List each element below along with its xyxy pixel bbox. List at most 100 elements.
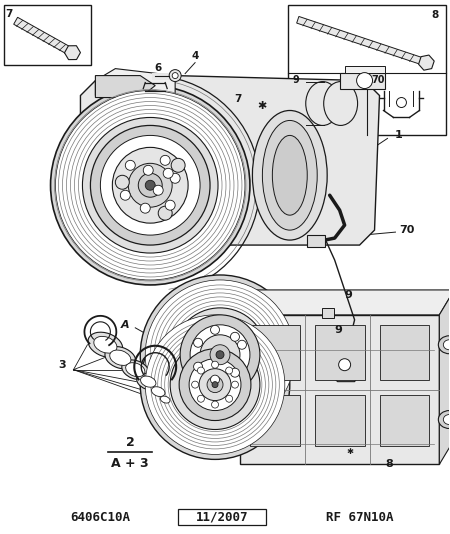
Text: 7: 7 [234, 93, 242, 104]
Polygon shape [81, 76, 379, 255]
Circle shape [125, 160, 135, 170]
Text: ✱: ✱ [257, 100, 266, 111]
Circle shape [172, 73, 178, 78]
Text: 4: 4 [191, 51, 199, 61]
Ellipse shape [88, 332, 123, 357]
Circle shape [169, 69, 181, 82]
Circle shape [207, 376, 223, 392]
Ellipse shape [122, 360, 149, 380]
Bar [178, 509, 266, 525]
Circle shape [170, 174, 180, 183]
Text: 11/2007: 11/2007 [196, 511, 248, 524]
Circle shape [128, 163, 172, 207]
Circle shape [230, 368, 239, 377]
Text: 9: 9 [335, 325, 342, 335]
Polygon shape [439, 290, 450, 465]
Ellipse shape [272, 136, 307, 215]
Circle shape [210, 345, 230, 365]
Circle shape [356, 73, 373, 89]
Text: 3: 3 [58, 360, 66, 370]
Bar [307, 235, 325, 247]
Bar [379, 395, 429, 446]
Circle shape [200, 335, 240, 375]
Circle shape [230, 332, 239, 341]
Circle shape [145, 280, 295, 429]
Bar [250, 325, 300, 380]
Polygon shape [240, 290, 450, 315]
Circle shape [194, 362, 202, 371]
Polygon shape [297, 17, 428, 66]
Bar [315, 325, 364, 380]
Circle shape [160, 155, 170, 166]
Ellipse shape [140, 376, 156, 387]
Circle shape [225, 367, 233, 374]
Polygon shape [95, 68, 175, 96]
Bar [315, 395, 364, 446]
Circle shape [153, 185, 163, 195]
Circle shape [140, 275, 300, 435]
Circle shape [198, 367, 204, 374]
Circle shape [396, 98, 406, 107]
Circle shape [231, 381, 239, 388]
Ellipse shape [324, 82, 358, 125]
Circle shape [55, 91, 245, 280]
Text: ✱: ✱ [346, 447, 353, 456]
Circle shape [165, 200, 175, 210]
Circle shape [145, 180, 155, 190]
Circle shape [199, 368, 231, 400]
Polygon shape [418, 55, 434, 70]
Ellipse shape [306, 82, 340, 125]
Circle shape [216, 351, 224, 359]
Circle shape [50, 85, 250, 285]
Circle shape [238, 340, 247, 349]
Ellipse shape [160, 396, 170, 403]
Text: RF 67N10A: RF 67N10A [326, 511, 393, 524]
Circle shape [180, 315, 260, 395]
Polygon shape [64, 46, 81, 60]
Ellipse shape [152, 387, 165, 397]
Ellipse shape [148, 384, 168, 398]
Circle shape [163, 168, 173, 178]
Circle shape [212, 382, 218, 388]
Text: 8: 8 [431, 10, 438, 20]
Circle shape [189, 359, 241, 411]
Bar [250, 395, 300, 446]
Ellipse shape [438, 411, 450, 428]
Circle shape [140, 203, 150, 213]
Circle shape [140, 310, 290, 459]
Ellipse shape [262, 121, 317, 230]
Circle shape [100, 136, 200, 235]
Circle shape [179, 349, 251, 420]
Bar [322, 308, 333, 318]
Text: 6406C10A: 6406C10A [70, 511, 130, 524]
Circle shape [225, 395, 233, 402]
Circle shape [211, 325, 220, 334]
Circle shape [115, 175, 129, 189]
Text: 7: 7 [6, 9, 13, 19]
Polygon shape [330, 350, 360, 382]
Circle shape [190, 325, 250, 384]
Circle shape [211, 375, 220, 384]
Text: 70: 70 [400, 225, 415, 235]
Polygon shape [95, 76, 155, 98]
Text: 70: 70 [372, 75, 385, 84]
Bar [288, 5, 446, 136]
Circle shape [212, 361, 219, 368]
Ellipse shape [252, 111, 327, 240]
Text: A: A [120, 320, 129, 330]
Circle shape [192, 381, 198, 388]
Polygon shape [240, 315, 439, 465]
Ellipse shape [94, 336, 117, 353]
Ellipse shape [438, 336, 450, 354]
Circle shape [145, 315, 285, 454]
Circle shape [173, 308, 267, 402]
Bar [379, 325, 429, 380]
Text: 1: 1 [395, 130, 402, 140]
Circle shape [339, 359, 351, 371]
Ellipse shape [443, 414, 450, 425]
Circle shape [198, 395, 204, 402]
Text: 6: 6 [155, 62, 162, 73]
Circle shape [170, 340, 260, 429]
Ellipse shape [137, 373, 160, 390]
Text: 8: 8 [386, 459, 393, 469]
